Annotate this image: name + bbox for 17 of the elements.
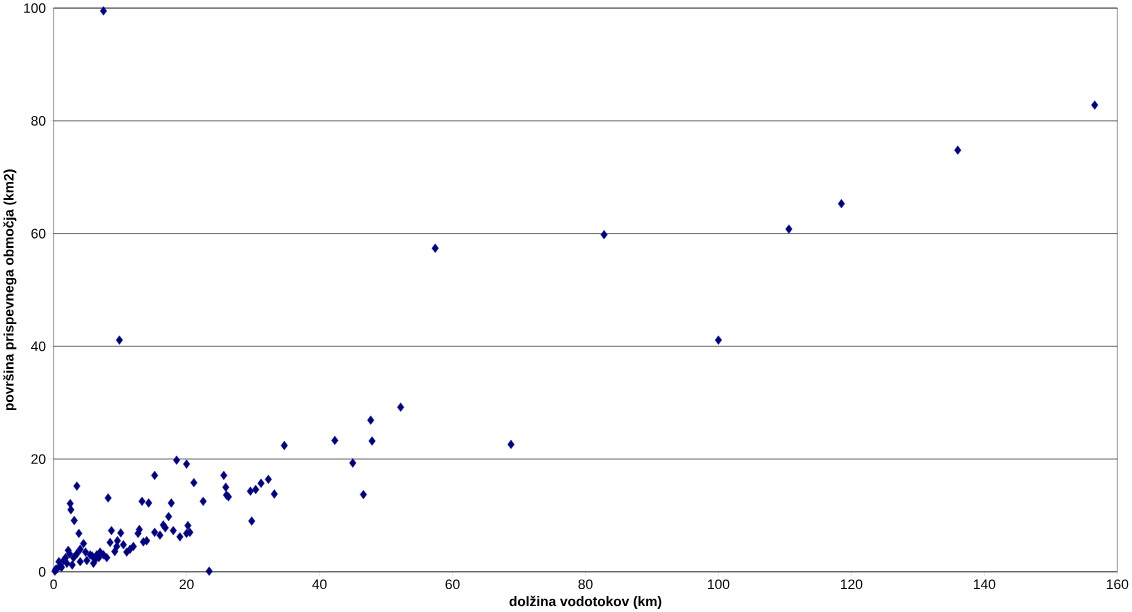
y-tick-label: 80 (31, 115, 46, 126)
y-tick-label: 100 (24, 3, 46, 13)
x-tick-label: 160 (1106, 579, 1129, 590)
y-tick-label: 60 (31, 228, 46, 239)
x-tick-label: 140 (973, 579, 996, 590)
y-tick-label: 20 (31, 454, 46, 464)
y-axis-title: površina prispevnega območja (km2) (3, 169, 17, 411)
x-tick-label: 40 (312, 579, 327, 590)
x-tick-label: 100 (708, 579, 730, 590)
x-tick-label: 120 (841, 579, 863, 590)
x-tick-label: 20 (179, 579, 194, 590)
x-axis-title: dolžina vodotokov (km) (509, 595, 662, 609)
y-tick-label: 40 (31, 341, 46, 352)
x-tick-label: 80 (578, 579, 593, 590)
x-tick-label: 0 (50, 579, 57, 590)
x-tick-label: 60 (445, 579, 460, 590)
y-tick-label: 0 (38, 566, 46, 577)
